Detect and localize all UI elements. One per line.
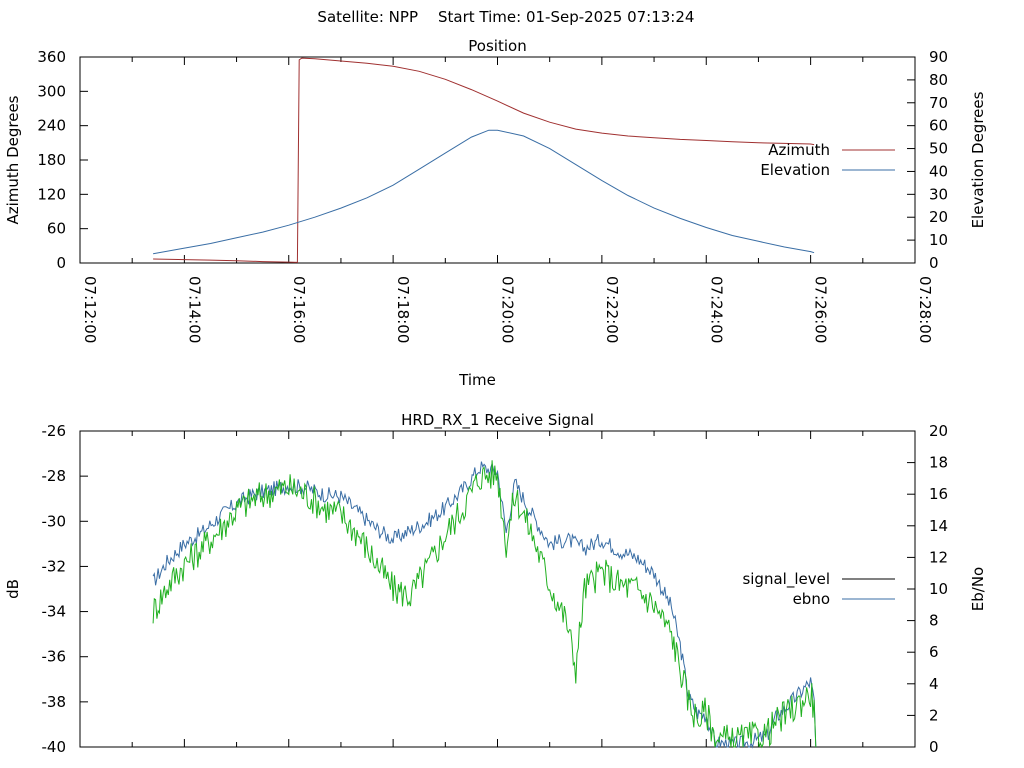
- plot-frame: [79, 56, 916, 264]
- y-tick-label: 360: [37, 48, 66, 66]
- series-line-azimuth: [153, 57, 815, 263]
- y2-tick-label: 70: [929, 94, 948, 112]
- y2-tick-label: 90: [929, 48, 948, 66]
- x-tick-label: 07:12:00: [81, 276, 99, 343]
- y2-tick-label: 40: [929, 162, 948, 180]
- y2-tick-label: 0: [929, 738, 939, 756]
- x-tick-label: 07:16:00: [290, 276, 308, 343]
- y-tick-label: -32: [42, 557, 67, 575]
- x-tick-label: 07:20:00: [499, 276, 517, 343]
- y-axis-label: dB: [4, 579, 22, 599]
- y2-tick-label: 60: [929, 117, 948, 135]
- y2-tick-label: 30: [929, 185, 948, 203]
- x-tick-label: 07:26:00: [812, 276, 830, 343]
- y2-tick-label: 14: [929, 517, 948, 535]
- y-tick-label: 60: [47, 220, 66, 238]
- y2-tick-label: 20: [929, 208, 948, 226]
- series-line-ebno: [152, 461, 817, 749]
- y-tick-label: -26: [42, 422, 67, 440]
- y-tick-label: -34: [42, 603, 67, 621]
- y-tick-label: -28: [42, 467, 67, 485]
- y2-tick-label: 10: [929, 580, 948, 598]
- y2-tick-label: 12: [929, 548, 948, 566]
- chart-title: Position: [468, 37, 526, 55]
- y-tick-label: -30: [42, 512, 67, 530]
- y-tick-label: -36: [42, 648, 67, 666]
- satellite-label: Satellite: NPP: [317, 8, 418, 26]
- y-tick-label: 120: [37, 185, 66, 203]
- y-axis-label: Azimuth Degrees: [4, 95, 22, 224]
- legend-label: signal_level: [742, 570, 830, 589]
- receive-signal-chart: HRD_RX_1 Receive Signal -26 -28 -30 -32 -34 -3…: [4, 411, 987, 756]
- x-tick-label: 07:22:00: [603, 276, 621, 343]
- chart-title: HRD_RX_1 Receive Signal: [401, 411, 594, 430]
- y2-tick-label: 18: [929, 454, 948, 472]
- x-tick-label: 07:14:00: [185, 276, 203, 343]
- y2-axis-label: Elevation Degrees: [969, 91, 987, 228]
- legend-label: Elevation: [760, 161, 830, 179]
- series-line-elevation: [153, 129, 815, 255]
- y2-axis-label: Eb/No: [969, 567, 987, 611]
- x-tick-label: 07:18:00: [394, 276, 412, 343]
- legend-label: Azimuth: [768, 141, 830, 159]
- x-axis-label: Time: [458, 371, 496, 389]
- y-tick-label: -40: [42, 738, 67, 756]
- y2-tick-label: 16: [929, 485, 948, 503]
- y2-tick-label: 8: [929, 612, 939, 630]
- y2-tick-label: 4: [929, 675, 939, 693]
- y-tick-label: 0: [56, 254, 66, 272]
- y-tick-label: -38: [42, 693, 67, 711]
- x-tick-label: 07:24:00: [707, 276, 725, 343]
- y2-tick-label: 6: [929, 643, 939, 661]
- y2-tick-label: 0: [929, 254, 939, 272]
- y2-tick-label: 10: [929, 231, 948, 249]
- legend-label: ebno: [793, 590, 830, 608]
- y2-tick-label: 50: [929, 140, 948, 158]
- start-time-label: Start Time: 01-Sep-2025 07:13:24: [438, 8, 694, 26]
- y2-tick-label: 20: [929, 422, 948, 440]
- x-tick-label: 07:28:00: [916, 276, 934, 343]
- y2-tick-label: 80: [929, 71, 948, 89]
- y2-tick-label: 2: [929, 706, 939, 724]
- y-tick-label: 300: [37, 82, 66, 100]
- series-line-signal-level: [152, 460, 817, 749]
- position-chart: Position 07:12:00 07:14:00 07:16:00 07:18:00…: [4, 37, 987, 389]
- y-tick-label: 180: [37, 151, 66, 169]
- y-tick-label: 240: [37, 117, 66, 135]
